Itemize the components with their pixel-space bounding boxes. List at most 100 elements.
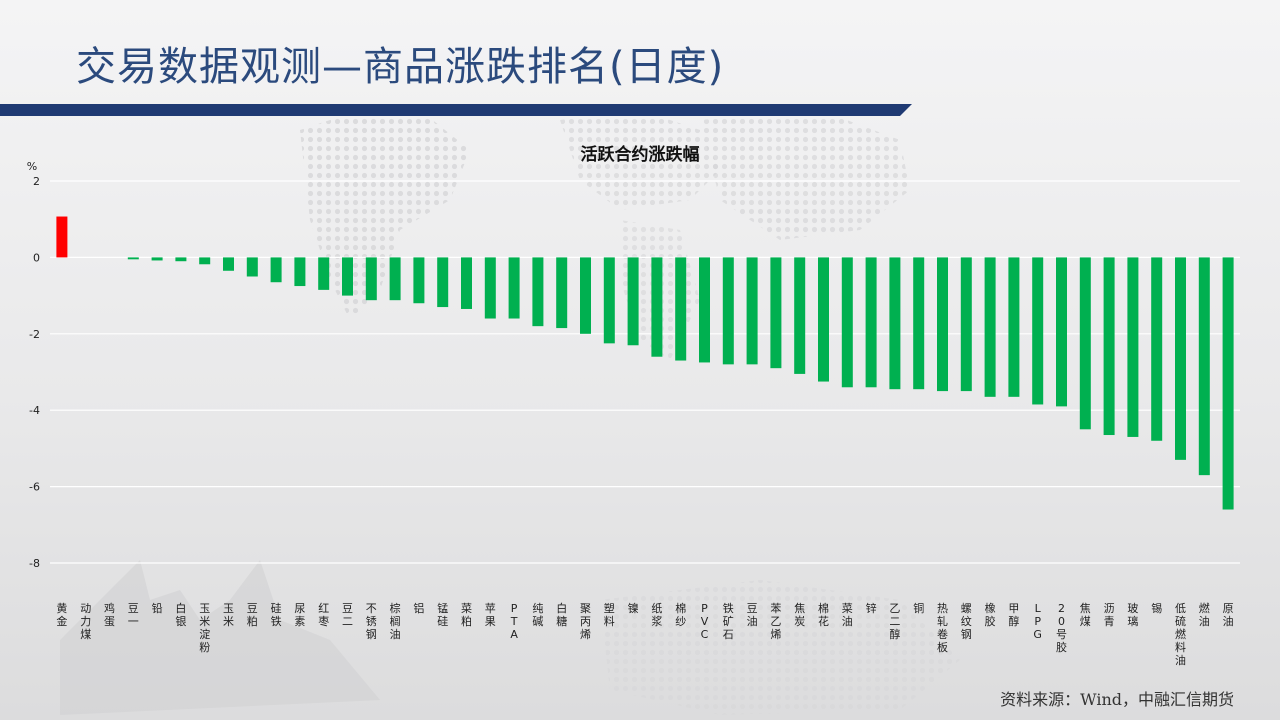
x-tick-label: 棕榈油 <box>390 601 401 641</box>
bar <box>722 257 734 365</box>
bar <box>365 257 377 301</box>
y-tick-label: -2 <box>29 328 40 341</box>
x-tick-label: 锡 <box>1151 601 1162 615</box>
bar <box>913 257 925 390</box>
x-tick-label: 豆粕 <box>247 602 258 628</box>
x-tick-label: 锰硅 <box>437 601 448 628</box>
source-note: 资料来源：Wind，中融汇信期货 <box>1000 690 1234 709</box>
bar <box>127 257 139 260</box>
bar <box>794 257 806 374</box>
x-tick-label: 沥青 <box>1104 602 1115 628</box>
bar <box>1151 257 1163 441</box>
bar <box>889 257 901 390</box>
x-tick-label: 纸浆 <box>651 602 662 628</box>
x-tick-label: 甲醇 <box>1008 602 1019 628</box>
bar <box>1056 257 1067 407</box>
bar <box>841 257 853 388</box>
bar <box>556 257 568 329</box>
bar <box>937 257 948 392</box>
bar <box>1079 257 1091 430</box>
bar <box>1198 257 1210 476</box>
x-tick-label: 白糖 <box>556 601 567 628</box>
bar <box>413 257 425 304</box>
x-tick-label: 铝 <box>413 601 424 615</box>
bar <box>960 257 972 392</box>
x-tick-label: 低硫燃料油 <box>1175 602 1186 667</box>
x-tick-label: 橡胶 <box>985 602 996 628</box>
bar <box>627 257 639 346</box>
bar <box>294 257 306 287</box>
x-tick-label: 棉花 <box>818 601 829 628</box>
y-axis-ticks: 2 0 -2 -4 -6 -8 <box>29 175 40 570</box>
bar <box>175 257 187 262</box>
page-title: 交易数据观测—商品涨跌排名(日度) <box>76 44 725 90</box>
x-tick-label: 尿素 <box>294 602 305 628</box>
x-tick-label: 玻璃 <box>1127 602 1138 628</box>
gridlines <box>50 180 1240 564</box>
bar <box>603 257 615 344</box>
bar <box>580 257 591 334</box>
bar <box>270 257 282 283</box>
x-tick-label: 铜 <box>913 601 924 615</box>
bar <box>532 257 544 327</box>
bar <box>484 257 496 319</box>
bar <box>508 257 520 319</box>
x-tick-label: 菜油 <box>842 602 853 628</box>
bar <box>984 257 996 397</box>
x-tick-label: 2 0 号胶 <box>1056 602 1067 654</box>
x-tick-label: 菜粕 <box>461 602 472 628</box>
x-tick-label: 塑料 <box>604 601 615 628</box>
x-tick-label: 锌 <box>866 601 877 615</box>
y-tick-label: 0 <box>33 251 40 264</box>
y-tick-label: -6 <box>29 481 40 494</box>
bar <box>651 257 663 357</box>
x-tick-label: 镍 <box>628 601 639 615</box>
title-underline-bar <box>0 104 912 116</box>
bar <box>461 257 472 309</box>
x-tick-label: 鸡蛋 <box>104 601 115 628</box>
y-tick-label: 2 <box>33 175 40 188</box>
x-tick-label: 焦煤 <box>1080 602 1091 628</box>
x-tick-label: 热轧卷板 <box>937 602 948 654</box>
x-tick-label: 玉米淀粉 <box>199 602 210 654</box>
x-tick-label: 不锈钢 <box>366 602 377 641</box>
y-axis-unit: % <box>27 160 37 173</box>
bar <box>223 257 234 271</box>
x-tick-label: 螺纹钢 <box>961 602 972 641</box>
x-tick-label: 焦炭 <box>794 602 805 628</box>
x-tick-label: 棉纱 <box>675 601 686 628</box>
x-tick-label: 原油 <box>1223 602 1234 628</box>
x-tick-label: 聚丙烯 <box>580 602 591 641</box>
x-tick-label: 铅 <box>152 601 163 615</box>
x-tick-label: 铁矿石 <box>723 602 734 641</box>
bar <box>1175 257 1186 460</box>
x-tick-label: 硅铁 <box>271 602 282 628</box>
x-tick-label: 玉米 <box>223 602 234 628</box>
bar <box>675 257 687 361</box>
chart-title: 活跃合约涨跌幅 <box>581 144 700 165</box>
bar <box>151 257 163 261</box>
x-tick-label: 乙二醇 <box>889 602 900 641</box>
bar <box>342 257 353 296</box>
bar <box>246 257 258 277</box>
bar <box>1103 257 1115 436</box>
y-tick-label: -8 <box>29 557 40 570</box>
bar <box>699 257 710 363</box>
bar <box>1127 257 1139 437</box>
x-tick-label: 豆油 <box>747 602 758 628</box>
x-tick-label: 白银 <box>175 601 186 628</box>
x-tick-label: 苹果 <box>485 601 496 628</box>
bar <box>318 257 330 290</box>
x-tick-label: 燃油 <box>1199 601 1210 628</box>
x-tick-label: 苯乙烯 <box>770 601 781 641</box>
bar <box>1032 257 1044 405</box>
x-tick-label: 纯碱 <box>532 602 543 628</box>
bar <box>437 257 449 308</box>
bars <box>56 216 1234 510</box>
bar <box>865 257 877 388</box>
bar <box>746 257 758 365</box>
